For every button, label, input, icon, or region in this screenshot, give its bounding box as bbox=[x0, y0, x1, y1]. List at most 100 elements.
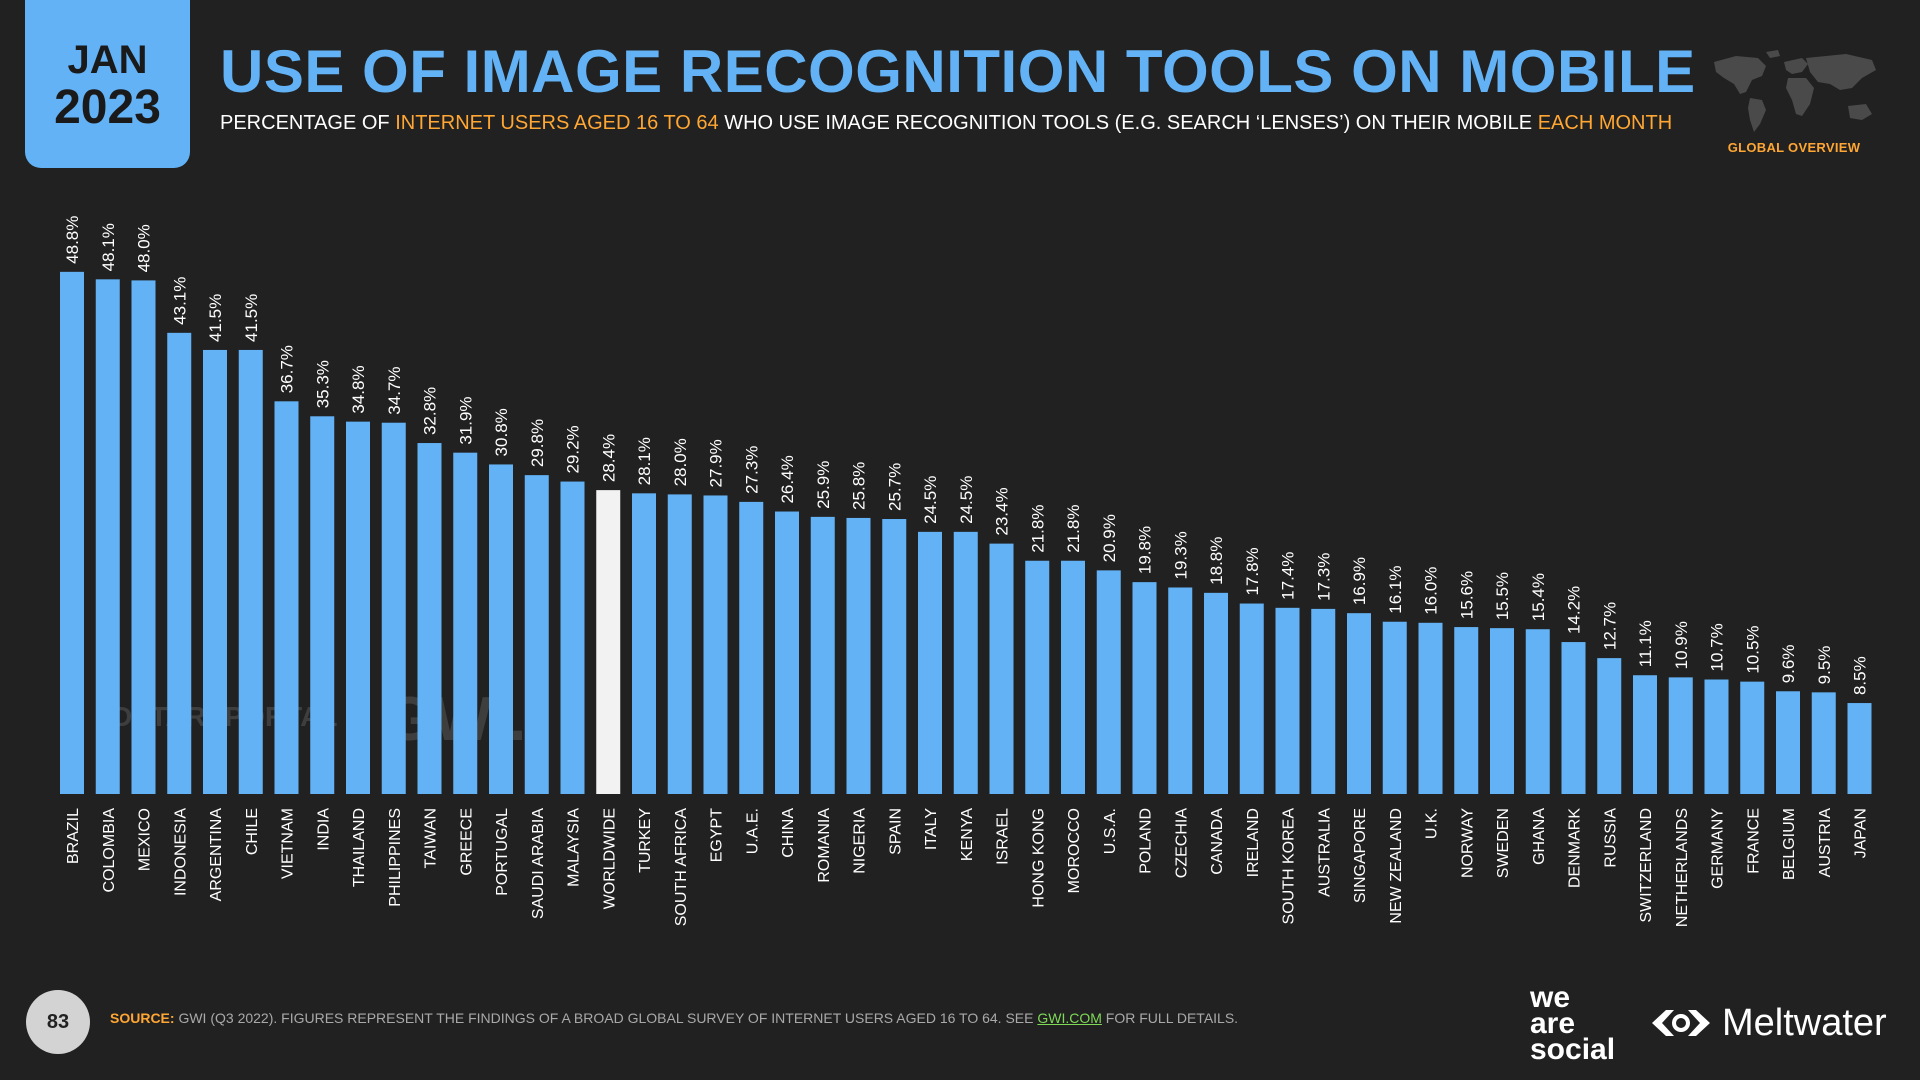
brand-are: are bbox=[1530, 1007, 1576, 1040]
bar-china bbox=[775, 511, 799, 794]
bar-u-k bbox=[1418, 622, 1443, 794]
value-label-south-africa: 28.0% bbox=[671, 438, 690, 486]
bar-chile bbox=[238, 349, 263, 794]
category-label-south-korea: SOUTH KOREA bbox=[1281, 808, 1298, 925]
category-label-india: INDIA bbox=[315, 808, 332, 851]
bar-germany bbox=[1704, 679, 1729, 794]
value-label-russia: 12.7% bbox=[1600, 602, 1619, 650]
value-label-canada: 18.8% bbox=[1207, 537, 1226, 585]
category-label-singapore: SINGAPORE bbox=[1352, 808, 1369, 903]
category-label-morocco: MOROCCO bbox=[1066, 808, 1083, 893]
bar-singapore bbox=[1347, 613, 1371, 794]
bar-saudi-arabia bbox=[524, 475, 549, 794]
value-label-denmark: 14.2% bbox=[1565, 586, 1584, 634]
category-label-spain: SPAIN bbox=[887, 808, 904, 855]
value-label-turkey: 28.1% bbox=[635, 437, 654, 485]
value-label-u-k: 16.0% bbox=[1422, 567, 1441, 615]
bar-malaysia bbox=[560, 481, 585, 794]
bar-france bbox=[1740, 681, 1765, 794]
category-label-thailand: THAILAND bbox=[351, 808, 368, 887]
source-tail: FOR FULL DETAILS. bbox=[1101, 1010, 1239, 1026]
bar-switzerland bbox=[1633, 675, 1657, 794]
bar-romania bbox=[810, 516, 835, 794]
value-label-philippines: 34.7% bbox=[385, 367, 404, 415]
value-label-belgium: 9.6% bbox=[1779, 645, 1798, 684]
value-label-france: 10.5% bbox=[1743, 625, 1762, 673]
bar-argentina bbox=[203, 349, 227, 794]
category-label-taiwan: TAIWAN bbox=[423, 808, 440, 868]
bar-turkey bbox=[632, 493, 656, 794]
bar-australia bbox=[1311, 608, 1336, 794]
value-label-mexico: 48.0% bbox=[135, 224, 154, 272]
category-label-canada: CANADA bbox=[1209, 808, 1226, 875]
bar-colombia bbox=[95, 279, 120, 795]
category-label-italy: ITALY bbox=[923, 808, 940, 850]
category-label-u-a-e: U.A.E. bbox=[744, 808, 761, 854]
value-label-south-korea: 17.4% bbox=[1279, 552, 1298, 600]
page-title: USE OF IMAGE RECOGNITION TOOLS ON MOBILE bbox=[220, 38, 1696, 105]
bar-sweden bbox=[1490, 628, 1514, 794]
category-label-malaysia: MALAYSIA bbox=[566, 808, 583, 887]
category-label-egypt: EGYPT bbox=[709, 808, 726, 862]
value-label-taiwan: 32.8% bbox=[421, 387, 440, 435]
value-label-india: 35.3% bbox=[313, 360, 332, 408]
value-label-malaysia: 29.2% bbox=[564, 425, 583, 473]
category-label-indonesia: INDONESIA bbox=[172, 808, 189, 896]
subtitle-text-1: PERCENTAGE OF bbox=[220, 112, 396, 134]
bar-ghana bbox=[1525, 629, 1550, 794]
bar-brazil bbox=[60, 271, 84, 795]
bar-ireland bbox=[1239, 603, 1264, 794]
bar-portugal bbox=[489, 464, 513, 794]
bar-norway bbox=[1454, 627, 1479, 794]
value-label-romania: 25.9% bbox=[814, 461, 833, 509]
value-label-israel: 23.4% bbox=[993, 487, 1012, 535]
meltwater-logo-icon bbox=[1652, 1010, 1710, 1036]
category-label-argentina: ARGENTINA bbox=[208, 808, 225, 902]
value-label-saudi-arabia: 29.8% bbox=[528, 419, 547, 467]
category-label-switzerland: SWITZERLAND bbox=[1638, 808, 1655, 923]
bar-morocco bbox=[1061, 560, 1085, 794]
value-label-morocco: 21.8% bbox=[1064, 505, 1083, 553]
bar-israel bbox=[989, 543, 1014, 794]
bar-canada bbox=[1204, 592, 1228, 794]
category-label-u-s-a: U.S.A. bbox=[1102, 808, 1119, 854]
bar-kenya bbox=[953, 531, 978, 794]
value-labels: 48.8% 48.1% 48.0% 43.1% 41.5% 41.5% 36.7% 35.3%… bbox=[63, 216, 1870, 695]
bar-indonesia bbox=[167, 332, 192, 794]
category-label-israel: ISRAEL bbox=[995, 808, 1012, 865]
bar-south-korea bbox=[1275, 607, 1300, 794]
source-link[interactable]: GWI.COM bbox=[1037, 1010, 1102, 1026]
value-label-netherlands: 10.9% bbox=[1672, 621, 1691, 669]
bar-u-s-a bbox=[1096, 570, 1121, 794]
category-label-belgium: BELGIUM bbox=[1781, 808, 1798, 880]
value-label-sweden: 15.5% bbox=[1493, 572, 1512, 620]
value-label-japan: 8.5% bbox=[1851, 656, 1870, 695]
brand-we: we bbox=[1530, 981, 1571, 1014]
bar-japan bbox=[1847, 703, 1872, 794]
category-label-worldwide: WORLDWIDE bbox=[601, 808, 618, 909]
meltwater-logo: Meltwater bbox=[1648, 1000, 1887, 1046]
category-label-new-zealand: NEW ZEALAND bbox=[1388, 808, 1405, 924]
category-label-netherlands: NETHERLANDS bbox=[1674, 808, 1691, 927]
category-label-austria: AUSTRIA bbox=[1817, 808, 1834, 878]
bar-vietnam bbox=[274, 401, 299, 794]
bar-philippines bbox=[381, 422, 406, 794]
value-label-colombia: 48.1% bbox=[99, 223, 118, 271]
page-number: 83 bbox=[26, 990, 90, 1054]
value-label-australia: 17.3% bbox=[1314, 553, 1333, 601]
value-label-austria: 9.5% bbox=[1815, 646, 1834, 685]
category-label-u-k: U.K. bbox=[1424, 808, 1441, 839]
bar-nigeria bbox=[846, 517, 871, 794]
badge-year: 2023 bbox=[54, 81, 161, 134]
bar-russia bbox=[1597, 658, 1622, 794]
category-label-chile: CHILE bbox=[244, 808, 261, 855]
source-text: GWI (Q3 2022). FIGURES REPRESENT THE FIN… bbox=[174, 1010, 1038, 1026]
value-label-italy: 24.5% bbox=[921, 476, 940, 524]
value-label-hong-kong: 21.8% bbox=[1028, 505, 1047, 553]
category-label-brazil: BRAZIL bbox=[65, 808, 82, 864]
category-labels: BRAZIL COLOMBIA MEXICO INDONESIA ARGENTINA CH… bbox=[65, 808, 1870, 927]
category-label-australia: AUSTRALIA bbox=[1316, 808, 1333, 897]
category-label-portugal: PORTUGAL bbox=[494, 808, 511, 896]
bar-hong-kong bbox=[1025, 560, 1050, 794]
bar-spain bbox=[882, 519, 907, 794]
